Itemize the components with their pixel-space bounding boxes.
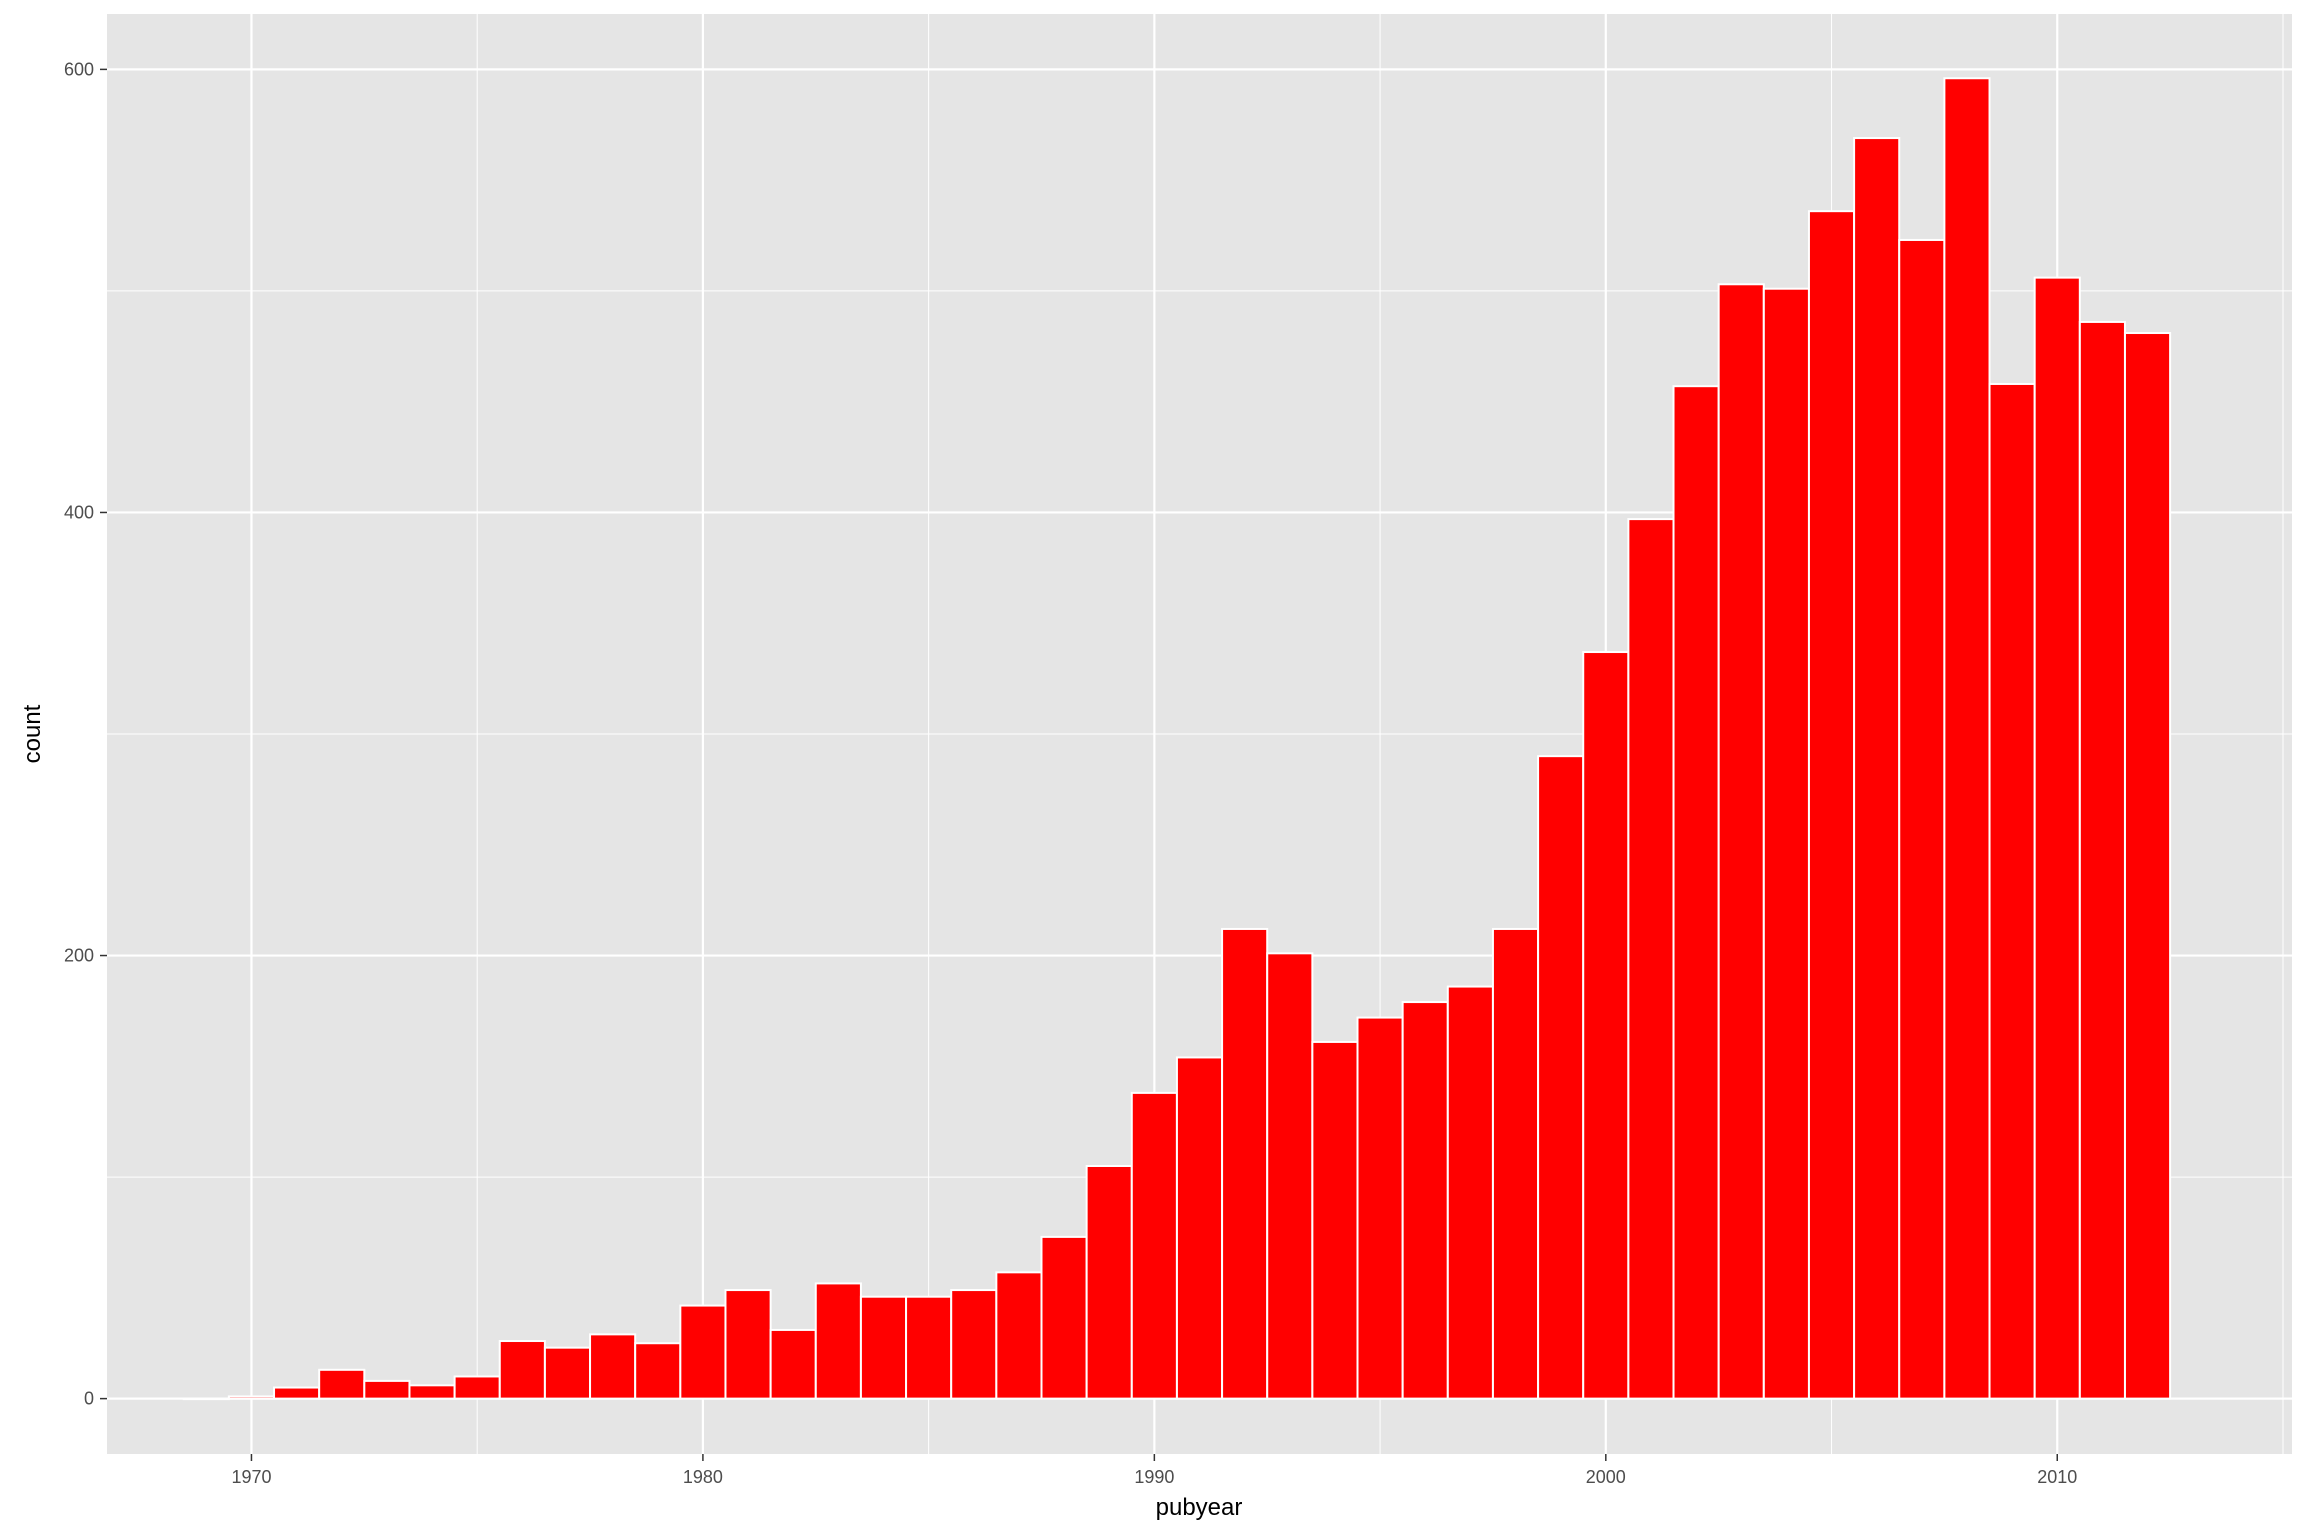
histogram-bar	[1582, 651, 1630, 1400]
histogram-bar	[363, 1379, 411, 1400]
histogram-bar	[1130, 1091, 1178, 1400]
histogram-bar	[995, 1271, 1043, 1400]
histogram-bar	[1446, 985, 1494, 1400]
histogram-bar	[1988, 382, 2036, 1400]
histogram-bar	[498, 1340, 546, 1400]
histogram-bar	[227, 1395, 276, 1400]
histogram-bar	[182, 1397, 230, 1401]
histogram-bar	[905, 1295, 953, 1400]
histogram-bar	[273, 1386, 321, 1400]
x-tick-label: 1990	[1134, 1467, 1174, 1487]
x-axis-title: pubyear	[1156, 1494, 1243, 1521]
histogram-bar	[1311, 1040, 1359, 1400]
x-tick-label: 1980	[683, 1467, 723, 1487]
histogram-bar	[634, 1342, 682, 1400]
histogram-bar	[2123, 332, 2172, 1400]
y-tick-label: 200	[64, 946, 94, 966]
histogram-bar	[408, 1384, 456, 1400]
histogram-bar	[589, 1333, 637, 1400]
x-tick-label: 2010	[2037, 1467, 2077, 1487]
histogram-bar	[1175, 1056, 1224, 1400]
histogram-bar	[453, 1375, 501, 1400]
y-tick-label: 400	[64, 502, 94, 522]
histogram-bar	[1040, 1235, 1088, 1400]
histogram-bar	[543, 1346, 592, 1400]
histogram-bar	[1085, 1165, 1133, 1400]
axes: 1970 1980 1990 2000 2010 0 200 400 600	[64, 59, 2077, 1487]
y-axis-title: count	[19, 704, 46, 763]
histogram-bar	[1356, 1016, 1404, 1400]
histogram-bar	[2033, 276, 2081, 1400]
histogram-bar	[1898, 238, 1946, 1400]
histogram-bar	[1672, 385, 1720, 1400]
y-tick-label: 0	[84, 1389, 94, 1409]
histogram-bar	[1627, 518, 1675, 1400]
y-tick-label: 600	[64, 59, 94, 79]
histogram-bar	[679, 1304, 727, 1400]
histogram-bar	[1491, 927, 1540, 1400]
histogram-bar	[814, 1282, 862, 1400]
histogram-bar	[724, 1289, 772, 1400]
histogram-bar	[1221, 927, 1269, 1400]
histogram-bar	[1401, 1001, 1449, 1400]
histogram-bar	[859, 1295, 908, 1400]
histogram-bar	[1537, 755, 1585, 1400]
histogram-bar	[950, 1289, 998, 1400]
histogram-bar	[2078, 320, 2126, 1400]
histogram-bar	[318, 1368, 366, 1400]
histogram-bar	[769, 1328, 817, 1400]
histogram-bar	[1943, 77, 1991, 1400]
x-tick-label: 2000	[1586, 1467, 1626, 1487]
histogram-bar	[1853, 137, 1901, 1400]
histogram-bar	[1807, 210, 1856, 1400]
histogram-bars	[182, 77, 2172, 1401]
histogram-bar	[1717, 283, 1765, 1400]
histogram-bar	[1266, 952, 1314, 1400]
x-tick-label: 1970	[231, 1467, 271, 1487]
histogram-bar	[1762, 287, 1810, 1400]
